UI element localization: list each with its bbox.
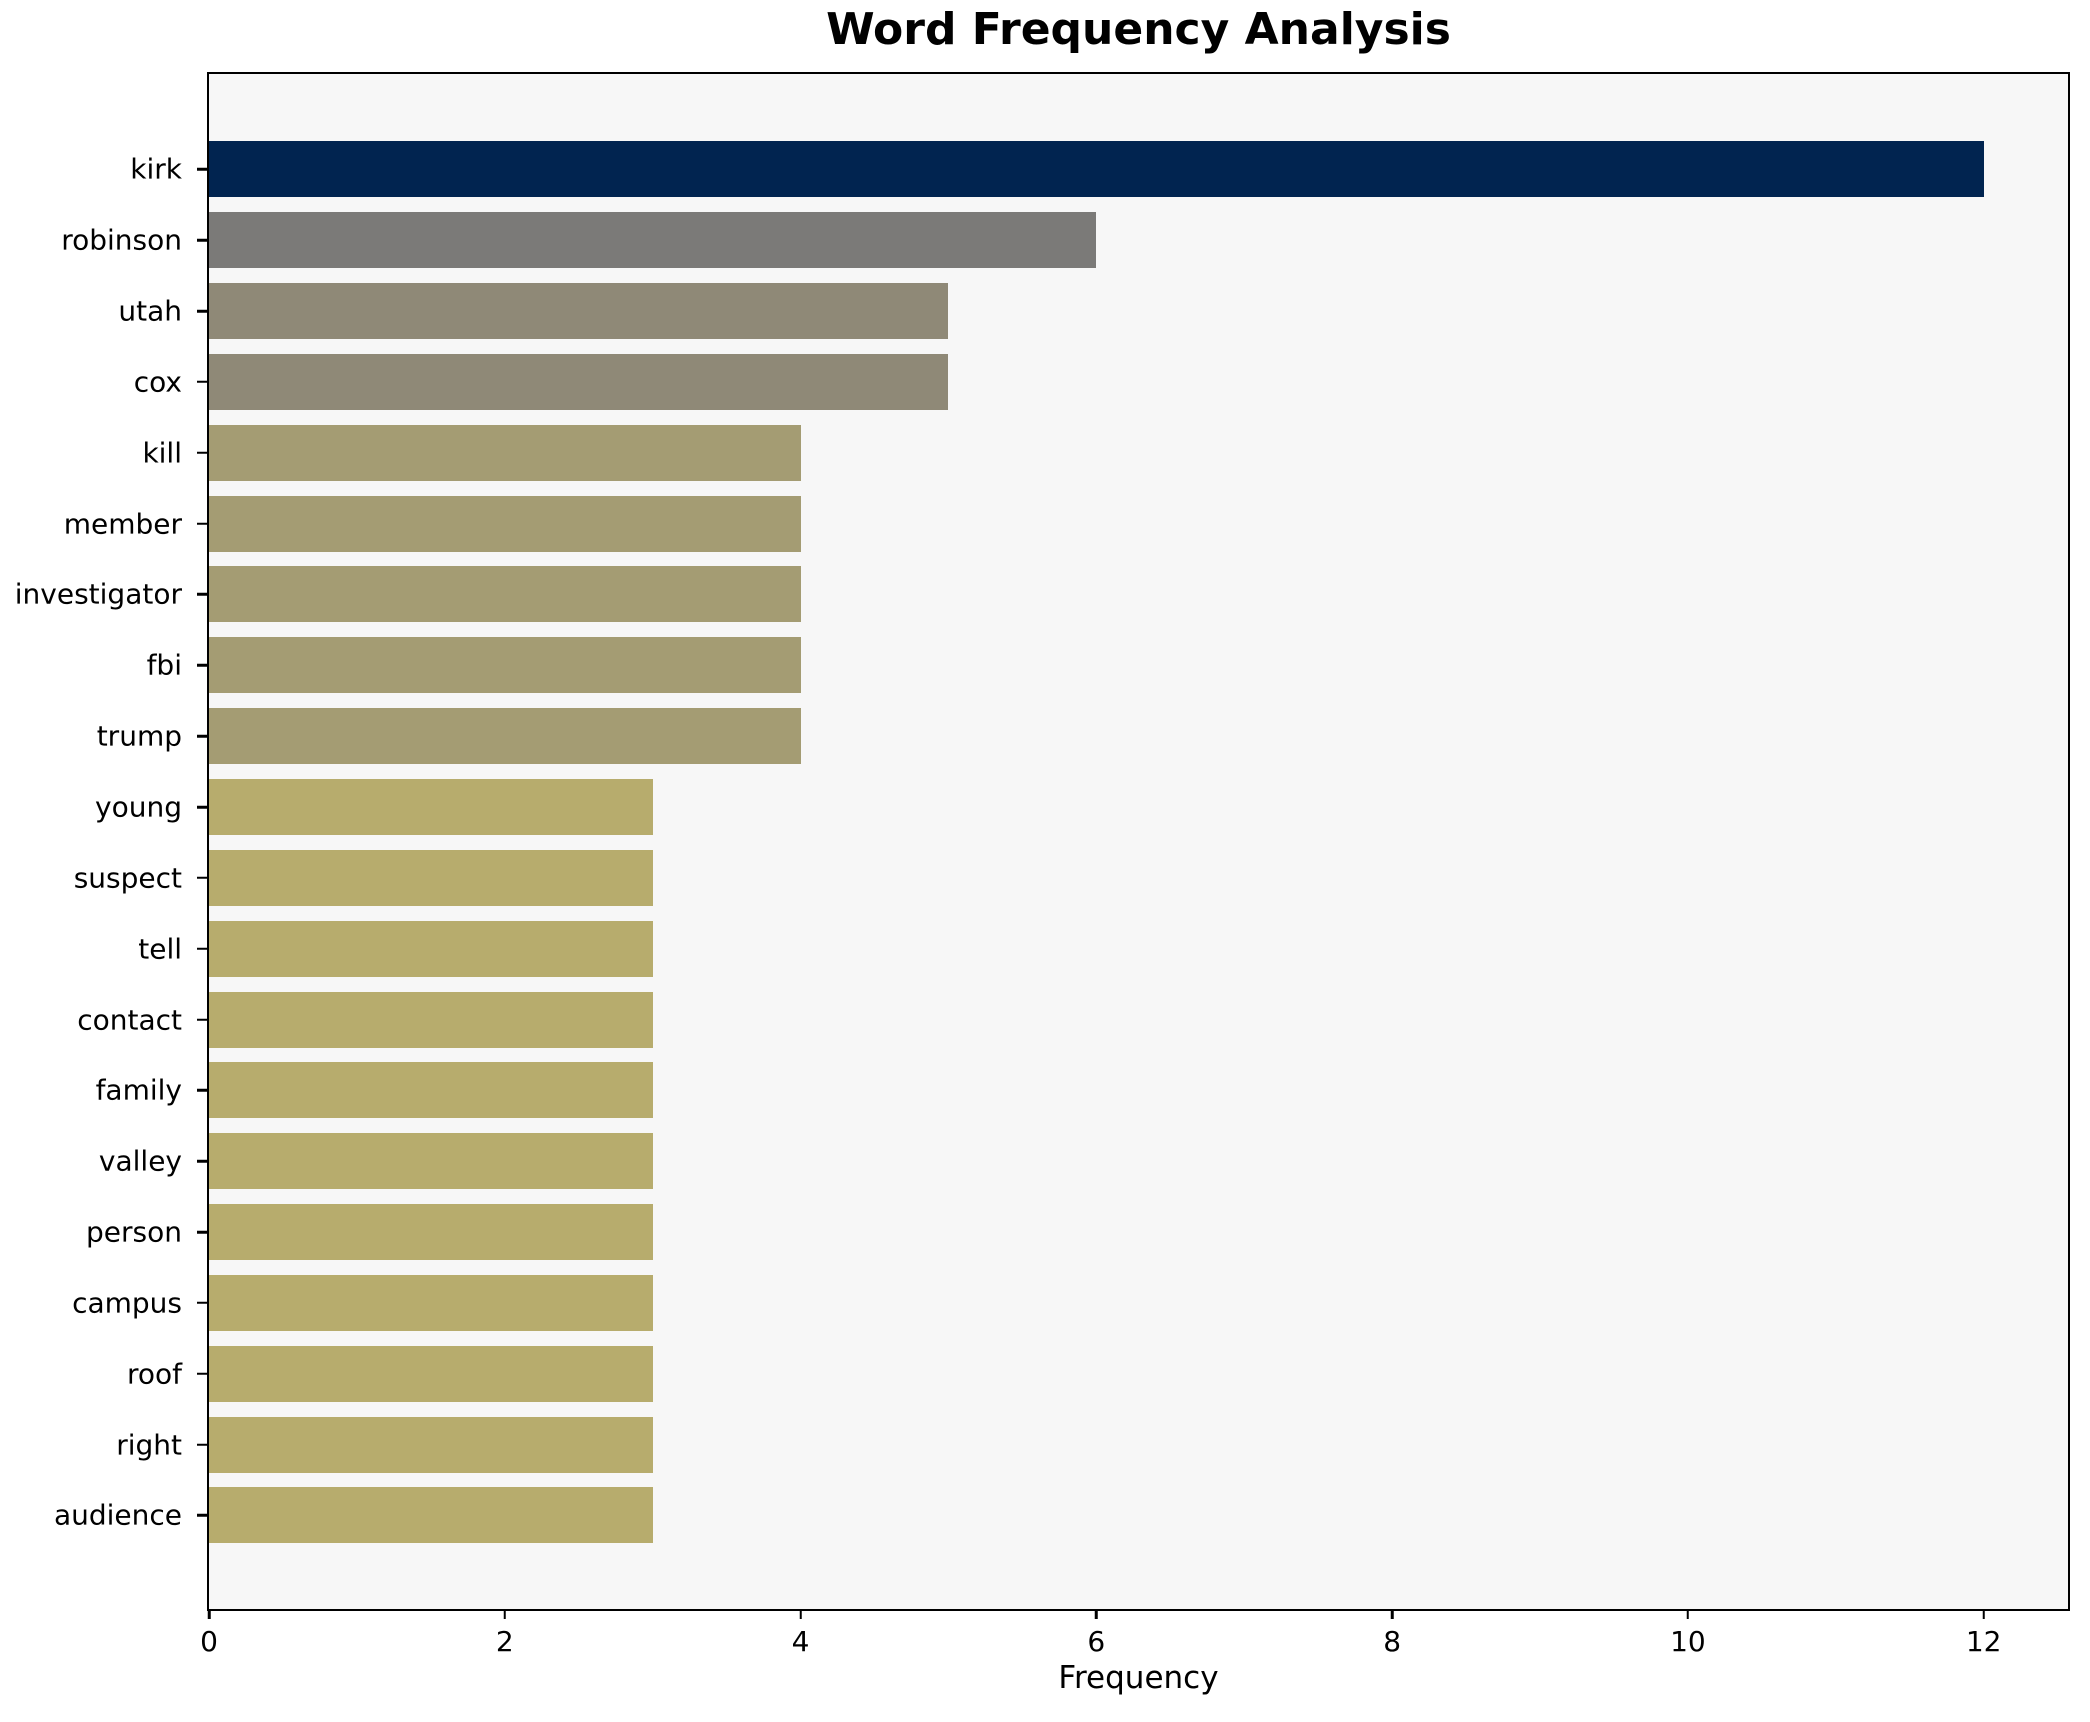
y-tick-label: trump <box>96 719 182 753</box>
y-tick-mark <box>196 1159 207 1163</box>
bar <box>209 1345 653 1402</box>
y-tick-mark <box>196 734 207 738</box>
bar <box>209 1487 653 1544</box>
bar <box>209 779 653 836</box>
x-tick-mark <box>503 1609 507 1619</box>
bar-row: tell <box>138 913 2068 984</box>
y-tick-mark <box>196 593 207 596</box>
y-tick-label: contact <box>77 1003 182 1037</box>
bar <box>209 141 1984 198</box>
y-tick-label: audience <box>53 1498 182 1532</box>
bar-row: audience <box>54 1480 2068 1551</box>
bar <box>209 566 801 623</box>
y-tick-label: young <box>95 790 182 824</box>
x-tick-mark <box>799 1609 802 1619</box>
bar <box>209 849 653 906</box>
x-axis-title: Frequency <box>1058 1660 1219 1696</box>
bar-rows: kirk robinson utah cox kill member investigato… <box>15 74 2068 1609</box>
bar <box>209 1416 653 1473</box>
y-tick-mark <box>196 1301 207 1305</box>
y-tick-mark <box>196 309 207 313</box>
bar <box>209 708 801 765</box>
bar-row: roof <box>127 1338 2068 1409</box>
bar <box>209 424 801 481</box>
bar <box>209 1274 653 1331</box>
x-tick-label: 0 <box>200 1625 218 1658</box>
y-tick-mark <box>196 1089 207 1092</box>
bar <box>209 637 801 694</box>
y-tick-mark <box>196 239 207 242</box>
y-tick-mark <box>196 1230 207 1234</box>
y-tick-mark <box>196 947 207 950</box>
bar-row: campus <box>72 1268 2068 1339</box>
y-tick-label: person <box>86 1215 182 1249</box>
y-tick-mark <box>196 168 207 171</box>
bar-row: family <box>96 1055 2068 1126</box>
y-tick-label: cox <box>133 365 182 399</box>
bar <box>209 1204 653 1261</box>
bar <box>209 212 1097 269</box>
y-tick-label: fbi <box>146 648 182 682</box>
bar-row: right <box>116 1409 2068 1480</box>
plot-area: kirk robinson utah cox kill member investigato… <box>15 72 2070 1658</box>
bar <box>209 283 949 340</box>
y-tick-label: tell <box>138 932 182 966</box>
y-tick-label: kill <box>142 436 182 470</box>
y-tick-mark <box>196 664 207 667</box>
bar <box>209 1062 653 1119</box>
bar-row: kirk <box>130 134 2068 205</box>
bar-row: contact <box>77 984 2068 1055</box>
x-tick-mark <box>1390 1609 1394 1619</box>
y-tick-mark <box>196 1443 207 1446</box>
x-tick-mark <box>207 1609 211 1619</box>
y-tick-mark <box>196 451 207 455</box>
y-tick-label: utah <box>118 294 182 328</box>
bar-row: valley <box>99 1126 2068 1197</box>
bar <box>209 920 653 977</box>
bar-row: investigator <box>15 559 2068 630</box>
y-tick-mark <box>196 1372 207 1376</box>
y-tick-label: roof <box>126 1357 182 1391</box>
y-tick-label: right <box>116 1428 182 1462</box>
bar-row: kill <box>142 417 2068 488</box>
bar <box>209 991 653 1048</box>
x-tick-mark <box>1982 1609 1985 1619</box>
bar-row: cox <box>134 347 2068 418</box>
bar-row: fbi <box>147 630 2068 701</box>
bar-row: member <box>64 488 2068 559</box>
bar-row: young <box>95 772 2068 843</box>
x-tick-label: 6 <box>1087 1625 1106 1658</box>
bar-row: person <box>86 1197 2068 1268</box>
y-tick-mark <box>196 805 207 809</box>
bar <box>209 353 949 410</box>
bar-row: suspect <box>74 842 2068 913</box>
bar-row: robinson <box>61 205 2068 276</box>
y-tick-label: kirk <box>130 152 182 186</box>
y-tick-mark <box>196 1018 207 1021</box>
x-tick-label: 2 <box>495 1625 514 1658</box>
x-tick-label: 4 <box>791 1625 810 1658</box>
x-tick-label: 12 <box>1965 1625 2002 1658</box>
y-tick-label: valley <box>98 1144 182 1178</box>
y-tick-label: campus <box>72 1286 182 1320</box>
y-tick-mark <box>196 1514 207 1517</box>
y-tick-label: suspect <box>73 861 182 895</box>
x-tick-mark <box>1095 1609 1098 1619</box>
y-tick-mark <box>196 876 207 880</box>
y-tick-label: robinson <box>61 223 182 257</box>
chart-title: Word Frequency Analysis <box>826 4 1451 55</box>
bar <box>209 495 801 552</box>
y-tick-label: member <box>63 507 182 541</box>
y-tick-label: family <box>95 1073 182 1107</box>
y-tick-mark <box>196 380 207 384</box>
x-tick-label: 10 <box>1670 1625 1706 1658</box>
bar-row: trump <box>97 701 2068 772</box>
bar-row: utah <box>118 276 2068 347</box>
bar <box>209 1133 653 1190</box>
x-tick-mark <box>1686 1609 1690 1619</box>
y-tick-mark <box>196 522 207 525</box>
y-tick-label: investigator <box>14 577 182 611</box>
x-tick-label: 8 <box>1383 1625 1402 1658</box>
